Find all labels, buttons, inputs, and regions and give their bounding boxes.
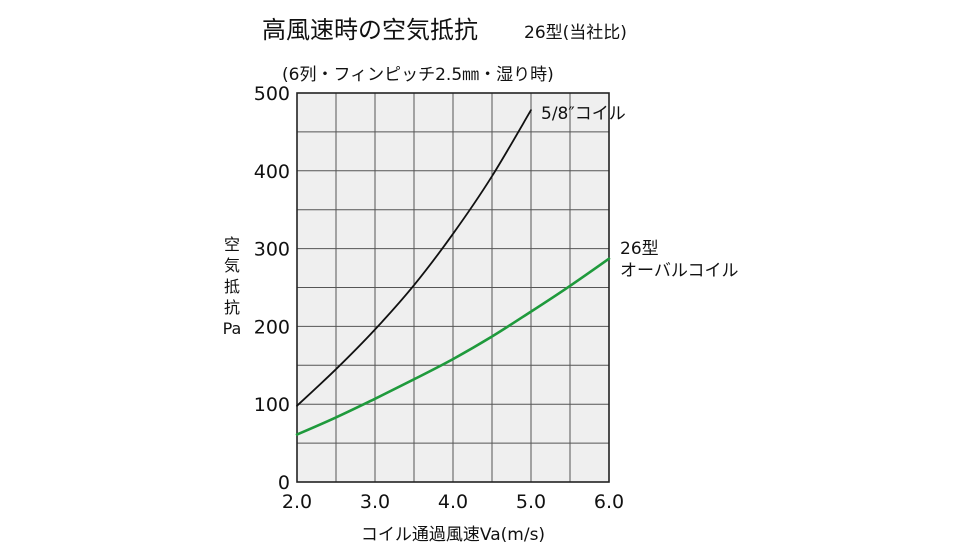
- y-tick-label: 400: [254, 161, 290, 183]
- y-tick-label: 300: [254, 239, 290, 261]
- test-conditions: (6列・フィンピッチ2.5㎜・湿り時): [282, 65, 554, 85]
- plot-frame: [296, 92, 610, 483]
- y-tick-label: 100: [254, 394, 290, 416]
- series-label-2: オーバルコイル: [620, 261, 739, 281]
- series-line-1: [296, 109, 532, 407]
- x-tick-label: 3.0: [360, 491, 390, 513]
- x-axis: 2.0 3.0 4.0 5.0 6.0: [282, 491, 624, 513]
- x-tick-label: 5.0: [516, 491, 546, 513]
- series-label-2: 26型: [620, 239, 659, 259]
- x-axis-label: コイル通過風速Va(m/s): [361, 525, 545, 545]
- y-axis-label-char: 抵: [224, 277, 240, 296]
- y-axis-label-char: Pa: [223, 319, 242, 338]
- x-tick-label: 2.0: [282, 491, 312, 513]
- y-tick-label: 500: [254, 83, 290, 105]
- y-tick-label: 200: [254, 316, 290, 338]
- x-tick-label: 6.0: [594, 491, 624, 513]
- y-axis-label-char: 空: [224, 235, 240, 254]
- y-axis-label: 空気抵抗 Pa: [223, 235, 242, 338]
- y-axis-label-char: 気: [224, 256, 240, 275]
- y-axis: 0 100 200 300 400 500: [254, 83, 290, 494]
- x-tick-label: 4.0: [438, 491, 468, 513]
- series-label-1: 5/8″コイル: [541, 104, 626, 124]
- series-group: [295, 109, 611, 436]
- y-tick-label: 0: [278, 472, 290, 494]
- y-axis-label-char: 抗: [224, 298, 240, 317]
- chart-title: 高風速時の空気抵抗: [262, 16, 478, 44]
- chart-subtitle: 26型(当社比): [524, 23, 627, 43]
- grid: [297, 93, 609, 482]
- series-line-2: [295, 257, 611, 436]
